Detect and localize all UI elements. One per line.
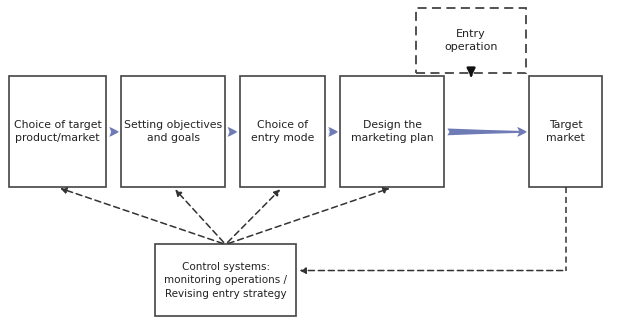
FancyBboxPatch shape (122, 76, 225, 187)
Text: Design the
marketing plan: Design the marketing plan (351, 120, 434, 143)
FancyBboxPatch shape (416, 8, 526, 73)
FancyBboxPatch shape (529, 76, 602, 187)
Text: Target
market: Target market (546, 120, 585, 143)
Text: Setting objectives
and goals: Setting objectives and goals (124, 120, 222, 143)
FancyBboxPatch shape (9, 76, 106, 187)
Text: Entry
operation: Entry operation (444, 29, 498, 52)
Text: Control systems:
monitoring operations /
Revising entry strategy: Control systems: monitoring operations /… (164, 262, 287, 298)
FancyBboxPatch shape (240, 76, 325, 187)
FancyBboxPatch shape (341, 76, 444, 187)
Text: Choice of
entry mode: Choice of entry mode (251, 120, 314, 143)
FancyBboxPatch shape (154, 244, 296, 316)
Text: Choice of target
product/market: Choice of target product/market (14, 120, 101, 143)
